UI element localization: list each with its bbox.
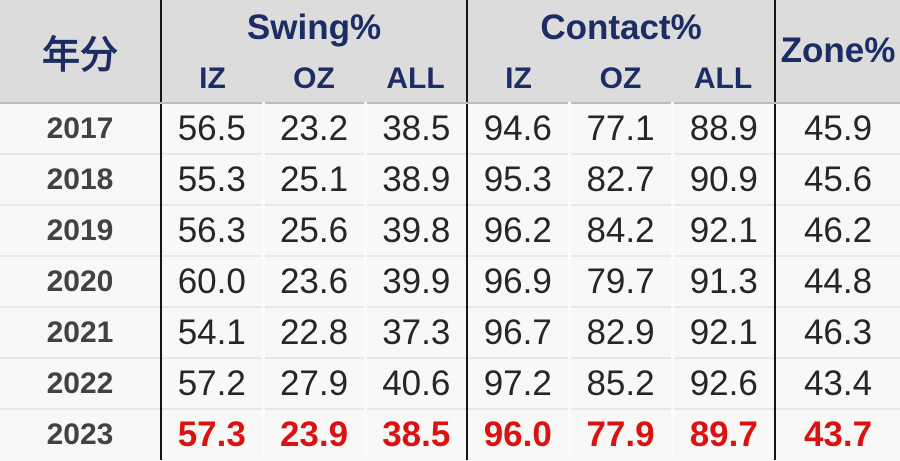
swing-oz-header: OZ <box>263 55 365 104</box>
cell-zone: 44.8 <box>775 255 900 307</box>
zone-column-header: Zone% <box>775 0 900 104</box>
cell-swing-oz: 23.2 <box>261 103 365 154</box>
group-header-row: 年分 Swing% Contact% Zone% <box>0 0 900 104</box>
cell-zone: 46.3 <box>775 306 900 358</box>
year-cell: 2019 <box>0 204 162 256</box>
cell-contact-all: 91.3 <box>670 255 777 307</box>
cell-swing-all: 39.9 <box>363 255 469 307</box>
cell-contact-oz: 77.1 <box>567 103 673 154</box>
cell-swing-iz: 57.2 <box>161 357 263 409</box>
cell-contact-iz: 96.9 <box>467 255 570 307</box>
year-cell: 2018 <box>0 153 162 205</box>
year-cell: 2021 <box>0 306 162 358</box>
cell-swing-iz: 55.3 <box>161 153 263 205</box>
cell-swing-all: 37.3 <box>363 306 469 358</box>
year-cell: 2017 <box>0 103 162 154</box>
cell-swing-oz: 25.6 <box>261 204 365 256</box>
cell-swing-iz: 60.0 <box>161 255 263 307</box>
cell-zone: 45.9 <box>775 103 900 154</box>
cell-swing-oz: 22.8 <box>261 306 365 358</box>
table-row: 2019 56.3 25.6 39.8 96.2 84.2 92.1 46.2 <box>0 204 900 256</box>
year-cell: 2023 <box>0 408 162 460</box>
table-row: 2023 57.3 23.9 38.5 96.0 77.9 89.7 43.7 <box>0 408 900 460</box>
cell-contact-all: 92.1 <box>670 306 777 358</box>
cell-swing-oz: 23.6 <box>261 255 365 307</box>
cell-swing-oz: 25.1 <box>261 153 365 205</box>
year-cell: 2022 <box>0 357 162 409</box>
cell-swing-all: 38.5 <box>363 408 469 460</box>
contact-iz-header: IZ <box>467 55 570 104</box>
cell-zone: 43.4 <box>775 357 900 409</box>
cell-contact-oz: 84.2 <box>567 204 673 256</box>
contact-oz-header: OZ <box>569 55 673 104</box>
swing-group-header: Swing% <box>161 0 469 55</box>
cell-contact-iz: 96.2 <box>467 204 570 256</box>
year-column-header: 年分 <box>0 0 162 104</box>
cell-contact-iz: 96.7 <box>467 306 570 358</box>
cell-contact-oz: 77.9 <box>567 408 673 460</box>
table-row: 2020 60.0 23.6 39.9 96.9 79.7 91.3 44.8 <box>0 255 900 307</box>
cell-contact-iz: 95.3 <box>467 153 570 205</box>
cell-contact-all: 92.6 <box>670 357 777 409</box>
swing-all-header: ALL <box>365 55 469 104</box>
table-row: 2021 54.1 22.8 37.3 96.7 82.9 92.1 46.3 <box>0 306 900 358</box>
cell-swing-iz: 54.1 <box>161 306 263 358</box>
cell-swing-all: 38.9 <box>363 153 469 205</box>
cell-zone: 46.2 <box>775 204 900 256</box>
sub-header-row: IZ OZ ALL IZ OZ ALL <box>0 55 900 104</box>
cell-contact-all: 88.9 <box>670 103 777 154</box>
cell-contact-all: 92.1 <box>670 204 777 256</box>
cell-contact-oz: 85.2 <box>567 357 673 409</box>
cell-contact-oz: 79.7 <box>567 255 673 307</box>
swing-iz-header: IZ <box>161 55 263 104</box>
table-row: 2017 56.5 23.2 38.5 94.6 77.1 88.9 45.9 <box>0 103 900 154</box>
cell-swing-iz: 57.3 <box>161 408 263 460</box>
table-row: 2022 57.2 27.9 40.6 97.2 85.2 92.6 43.4 <box>0 357 900 409</box>
cell-swing-all: 38.5 <box>363 103 469 154</box>
table-body: 2017 56.5 23.2 38.5 94.6 77.1 88.9 45.9 … <box>0 103 900 460</box>
contact-group-header: Contact% <box>467 0 777 55</box>
table-header: 年分 Swing% Contact% Zone% IZ OZ ALL IZ OZ… <box>0 0 900 104</box>
cell-zone: 45.6 <box>775 153 900 205</box>
cell-contact-iz: 96.0 <box>467 408 570 460</box>
cell-swing-all: 39.8 <box>363 204 469 256</box>
cell-swing-all: 40.6 <box>363 357 469 409</box>
cell-swing-oz: 27.9 <box>261 357 365 409</box>
cell-contact-iz: 94.6 <box>467 103 570 154</box>
cell-contact-iz: 97.2 <box>467 357 570 409</box>
cell-zone: 43.7 <box>775 408 900 460</box>
cell-swing-iz: 56.5 <box>161 103 263 154</box>
cell-contact-oz: 82.9 <box>567 306 673 358</box>
table-row: 2018 55.3 25.1 38.9 95.3 82.7 90.9 45.6 <box>0 153 900 205</box>
cell-contact-oz: 82.7 <box>567 153 673 205</box>
cell-swing-iz: 56.3 <box>161 204 263 256</box>
cell-swing-oz: 23.9 <box>261 408 365 460</box>
cell-contact-all: 89.7 <box>670 408 777 460</box>
cell-contact-all: 90.9 <box>670 153 777 205</box>
year-cell: 2020 <box>0 255 162 307</box>
contact-all-header: ALL <box>672 55 777 104</box>
